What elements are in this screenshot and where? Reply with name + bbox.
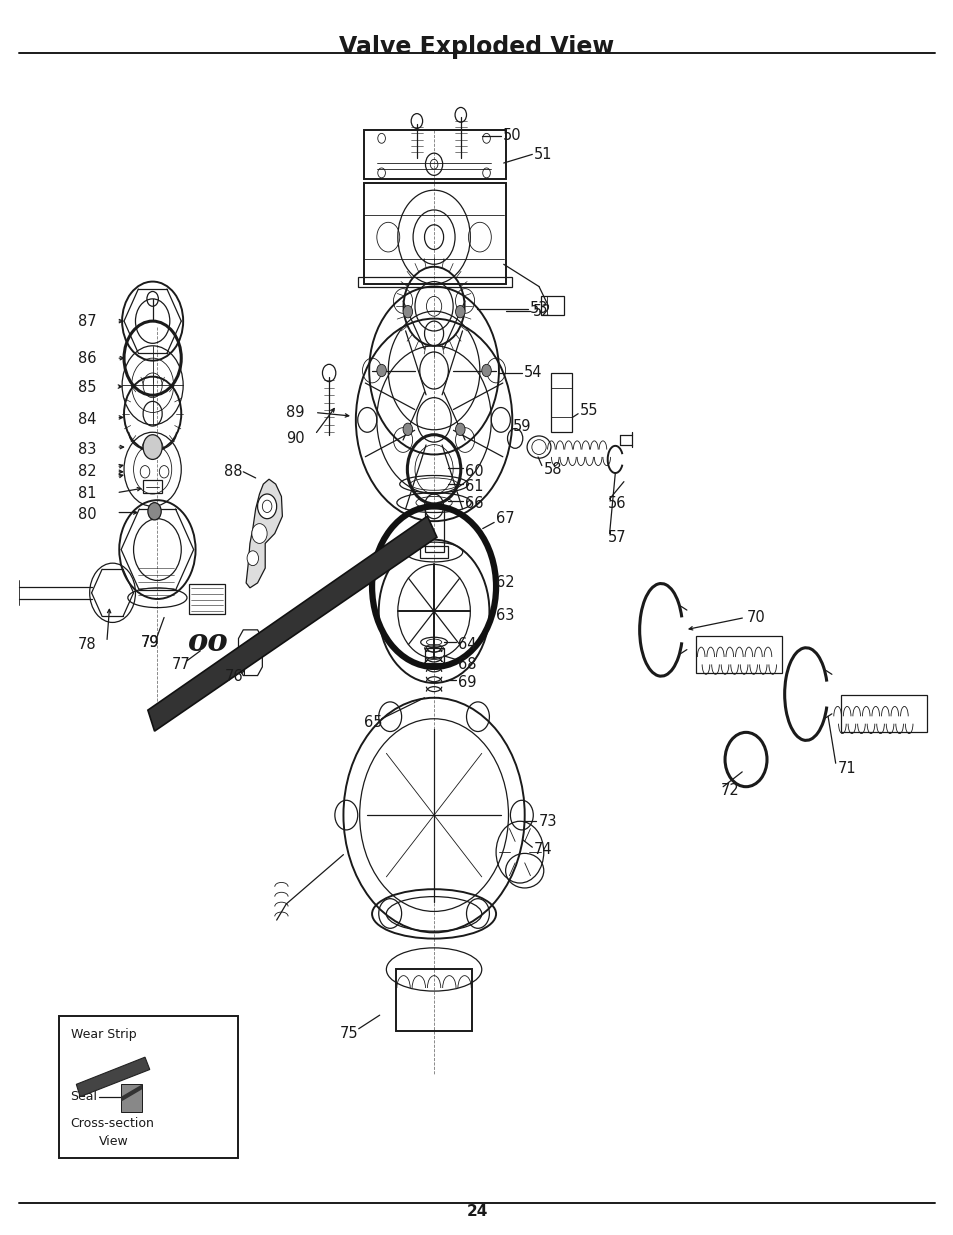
Bar	[121, 1084, 142, 1112]
Text: 50: 50	[502, 128, 521, 143]
Text: 78: 78	[78, 637, 97, 652]
Text: 86: 86	[78, 351, 96, 366]
Text: Cross-section: Cross-section	[71, 1118, 154, 1130]
Text: 67: 67	[496, 511, 515, 526]
Text: 82: 82	[78, 464, 97, 479]
Text: 65: 65	[364, 715, 382, 730]
Text: 60: 60	[464, 464, 483, 479]
Circle shape	[376, 364, 386, 377]
Circle shape	[143, 435, 162, 459]
Circle shape	[402, 424, 412, 436]
Text: View: View	[99, 1135, 129, 1147]
Text: 64: 64	[457, 637, 476, 652]
Text: 51: 51	[534, 147, 552, 162]
Text: 81: 81	[78, 487, 96, 501]
Text: 80: 80	[78, 508, 97, 522]
Text: 77: 77	[172, 657, 191, 672]
Text: 73: 73	[538, 814, 557, 829]
Text: 90: 90	[286, 431, 305, 446]
Text: 84: 84	[78, 412, 96, 427]
Text: 53: 53	[529, 301, 547, 316]
Text: 71: 71	[837, 761, 856, 776]
Circle shape	[403, 305, 412, 317]
Text: 79: 79	[141, 635, 160, 650]
Text: 72: 72	[720, 783, 739, 798]
Bar	[424, 505, 443, 552]
Text: 66: 66	[464, 496, 482, 511]
Circle shape	[262, 500, 272, 513]
Bar	[395, 969, 472, 1031]
Text: 74: 74	[534, 842, 553, 857]
Text: 79: 79	[141, 635, 160, 650]
Text: 59: 59	[513, 419, 531, 433]
Text: 55: 55	[579, 403, 598, 417]
Bar	[696, 636, 781, 673]
Text: 61: 61	[464, 479, 482, 494]
Circle shape	[148, 503, 161, 520]
Text: 70: 70	[746, 610, 765, 625]
Circle shape	[247, 551, 258, 566]
Text: 54: 54	[523, 366, 541, 380]
Text: 56: 56	[607, 496, 625, 511]
Text: oo: oo	[188, 626, 228, 658]
Text: 24: 24	[466, 1204, 487, 1219]
Text: 89: 89	[286, 405, 304, 420]
Text: 57: 57	[607, 530, 626, 545]
Text: Seal: Seal	[71, 1091, 97, 1103]
Bar	[364, 130, 505, 179]
Bar	[424, 648, 443, 663]
Text: 85: 85	[78, 380, 96, 395]
Text: 76: 76	[225, 669, 244, 684]
Circle shape	[455, 424, 464, 436]
Bar	[841, 695, 926, 732]
Polygon shape	[246, 479, 282, 588]
Text: Wear Strip: Wear Strip	[71, 1029, 136, 1041]
Text: Valve Exploded View: Valve Exploded View	[339, 35, 614, 58]
Polygon shape	[76, 1057, 150, 1097]
Text: 58: 58	[543, 462, 561, 477]
Text: 62: 62	[496, 576, 515, 590]
Circle shape	[257, 494, 276, 519]
Bar	[551, 373, 572, 432]
Text: 68: 68	[457, 657, 476, 672]
Bar	[419, 546, 448, 558]
Bar	[357, 277, 512, 287]
Text: 83: 83	[78, 442, 96, 457]
Text: 87: 87	[78, 314, 97, 329]
Bar	[189, 584, 225, 614]
Bar	[59, 1016, 238, 1158]
Circle shape	[456, 305, 465, 317]
Text: 63: 63	[496, 608, 514, 622]
Circle shape	[481, 364, 491, 377]
Bar	[540, 296, 563, 315]
Polygon shape	[148, 516, 436, 731]
Text: 52: 52	[532, 304, 551, 319]
Circle shape	[252, 524, 267, 543]
Text: 88: 88	[224, 464, 242, 479]
Text: 69: 69	[457, 676, 476, 690]
Polygon shape	[121, 1084, 142, 1102]
Text: 75: 75	[339, 1026, 358, 1041]
Bar	[364, 183, 505, 284]
Bar	[143, 480, 162, 493]
